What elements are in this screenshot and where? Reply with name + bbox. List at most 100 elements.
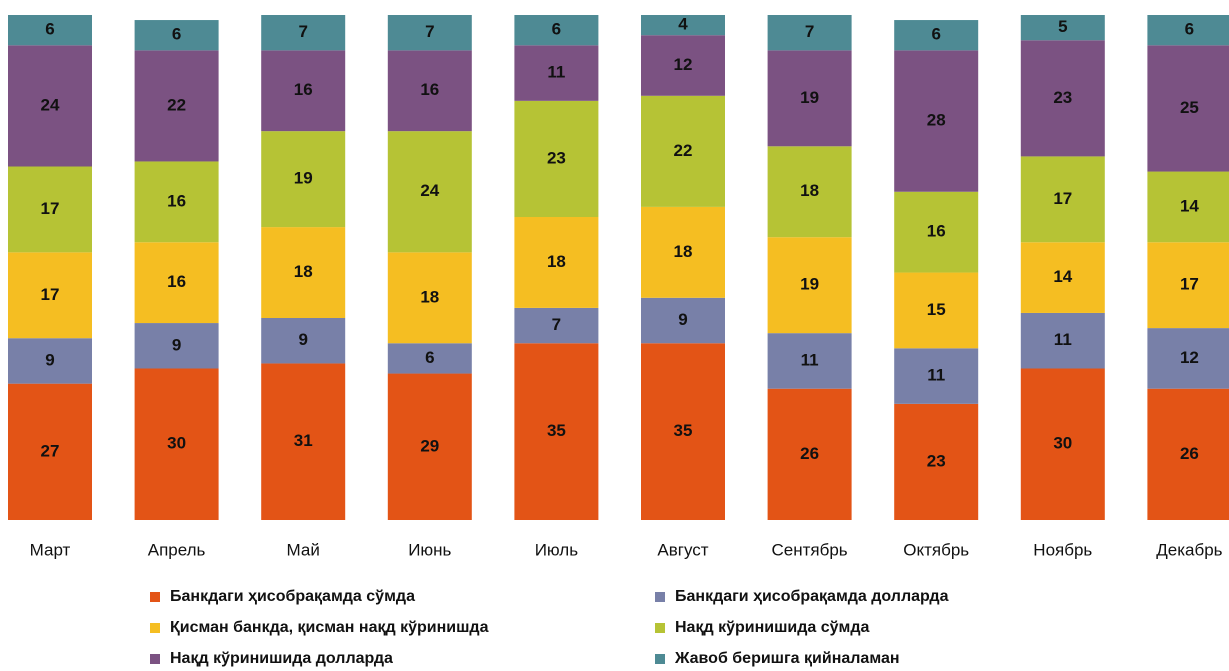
legend-label: Жавоб беришга қийналаман [674, 650, 900, 667]
bar-segment [1020, 15, 1105, 41]
bar-segment [8, 15, 92, 46]
bar-segment [514, 217, 599, 308]
data-label: 25 [1180, 98, 1199, 117]
bar-segment [387, 373, 472, 520]
data-label: 27 [41, 441, 60, 460]
bar-segment [767, 237, 852, 334]
bar-segment [641, 35, 725, 96]
data-label: 15 [927, 300, 946, 319]
legend-swatch [655, 654, 665, 664]
data-label: 9 [172, 335, 181, 354]
data-label: 6 [172, 25, 181, 44]
data-label: 35 [547, 421, 566, 440]
data-label: 6 [1185, 20, 1194, 39]
data-label: 16 [167, 191, 186, 210]
data-label: 16 [420, 80, 439, 99]
bar-segment [894, 191, 979, 273]
bar-segment [1020, 368, 1105, 520]
x-tick-label: Август [657, 540, 708, 559]
data-label: 23 [927, 451, 946, 470]
bar-segment [1020, 242, 1105, 313]
bar-segment [894, 272, 979, 349]
data-label: 9 [678, 310, 687, 329]
bar-segment [134, 242, 219, 324]
data-label: 30 [1053, 434, 1072, 453]
data-label: 28 [927, 111, 946, 130]
bar-segment [894, 348, 979, 404]
data-label: 19 [294, 169, 313, 188]
data-label: 24 [420, 181, 439, 200]
bar-segment [767, 50, 852, 147]
data-label: 7 [552, 315, 561, 334]
data-label: 16 [167, 272, 186, 291]
bar-segment [261, 15, 346, 51]
bar-segment [767, 388, 852, 520]
data-label: 18 [547, 252, 566, 271]
bar-segment [134, 20, 219, 51]
data-label: 30 [167, 434, 186, 453]
legend-label: Нақд кўринишида сўмда [675, 619, 870, 636]
bar-segment [387, 252, 472, 344]
bar-segment [1147, 45, 1229, 172]
data-label: 6 [552, 20, 561, 39]
bar-segment [387, 131, 472, 253]
bar-segment [1147, 171, 1229, 243]
data-label: 11 [547, 63, 565, 82]
x-tick-label: Октябрь [903, 540, 969, 559]
data-label: 9 [298, 330, 307, 349]
bar-segment [894, 50, 979, 192]
data-label: 6 [931, 25, 940, 44]
legend-label: Нақд кўринишида долларда [170, 650, 393, 667]
x-tick-label: Июль [535, 540, 579, 559]
data-label: 29 [420, 436, 439, 455]
data-label: 23 [547, 148, 566, 167]
bar-segment [134, 50, 219, 162]
bar-segment [134, 368, 219, 520]
x-tick-label: Сентябрь [772, 540, 848, 559]
data-label: 11 [1054, 330, 1072, 349]
data-label: 24 [41, 95, 60, 114]
bar-segment [261, 363, 346, 520]
data-label: 19 [800, 88, 819, 107]
x-tick-label: Март [30, 540, 71, 559]
data-label: 35 [674, 421, 693, 440]
bar-segment [641, 343, 725, 520]
bar-segment [387, 15, 472, 51]
bar-segment [767, 146, 852, 238]
bar-segment [8, 383, 92, 520]
data-label: 4 [678, 15, 688, 34]
bar-segment [641, 206, 725, 298]
data-label: 12 [674, 55, 693, 74]
bar-segment [1020, 40, 1105, 157]
bar-segment [1147, 242, 1229, 329]
bar-segment [767, 15, 852, 51]
bar-segment [641, 95, 725, 207]
bar-segment [1147, 388, 1229, 520]
data-label: 18 [420, 287, 439, 306]
legend-label: Банкдаги ҳисобрақамда сўмда [170, 588, 415, 605]
x-tick-label: Апрель [148, 540, 206, 559]
data-label: 9 [45, 350, 54, 369]
x-tick-label: Декабрь [1156, 540, 1222, 559]
bar-segment [1020, 156, 1105, 243]
data-label: 19 [800, 275, 819, 294]
bar-segment [514, 307, 599, 344]
x-tick-label: Июнь [408, 540, 451, 559]
data-label: 7 [425, 22, 434, 41]
bar-segment [134, 323, 219, 369]
data-label: 17 [1053, 189, 1072, 208]
data-label: 14 [1053, 267, 1072, 286]
bar-segment [641, 297, 725, 344]
bar-segment [514, 45, 599, 101]
data-label: 6 [425, 348, 434, 367]
legend-swatch [150, 654, 160, 664]
data-label: 26 [1180, 444, 1199, 463]
bar-segment [514, 343, 599, 520]
data-label: 17 [41, 285, 60, 304]
legend-swatch [655, 592, 665, 602]
data-label: 6 [45, 20, 54, 39]
data-label: 18 [674, 242, 693, 261]
data-label: 7 [298, 22, 307, 41]
data-label: 16 [927, 222, 946, 241]
